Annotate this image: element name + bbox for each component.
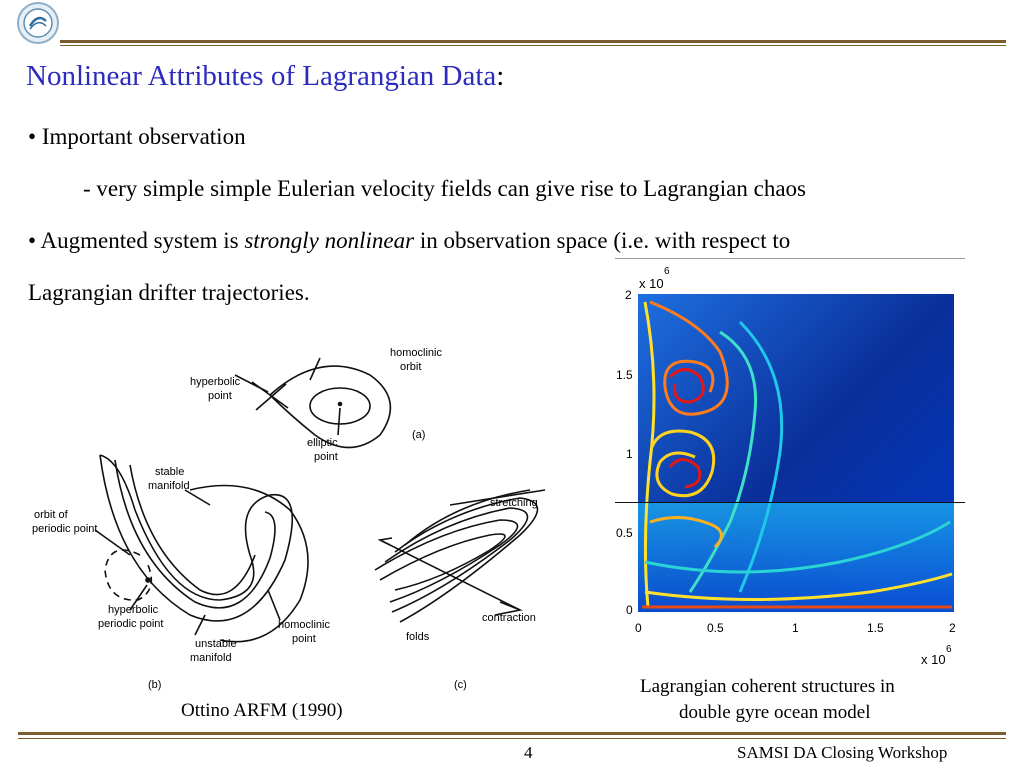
bottom-rule-thin [18,738,1006,739]
label-stable-1: stable [155,466,184,478]
y-tick-4: 0 [626,603,633,617]
y-tick-2: 1 [626,447,633,461]
x-exponent-power: 6 [946,644,952,655]
right-figure-caption-2: double gyre ocean model [679,702,871,723]
y-tick-0: 2 [625,288,632,302]
label-elliptic-2: point [314,451,338,463]
slide-title-colon: : [496,60,505,92]
slide-title: Nonlinear Attributes of Lagrangian Data: [26,60,504,93]
label-homoclinic-2: orbit [400,361,421,373]
homoclinic-orbit [268,365,392,449]
x-tick-0: 0 [635,621,642,635]
y-tick-3: 0.5 [616,526,633,540]
label-hyperbolic-periodic-2: periodic point [98,618,163,630]
label-unstable-2: manifold [190,652,232,664]
bullet-2-continuation-text: Lagrangian drifter trajectories. [28,280,310,305]
x-exponent: x 10 [921,652,946,667]
bullet-1: • Important observation [28,124,246,150]
lcs-figure: 2 1.5 1 0.5 0 0 0.5 1 1.5 2 x 10 6 x 10 … [590,262,974,672]
label-homoclinic-1: homoclinic [390,347,442,359]
samsi-logo [16,1,60,45]
page-number: 4 [524,743,533,762]
y-exponent-power: 6 [664,266,670,277]
label-panel-b: (b) [148,679,161,691]
bullet-2-prefix: Augmented system is [40,228,245,253]
bottom-rule [18,732,1006,735]
label-hyperbolic-periodic-1: hyperbolic [108,604,159,616]
figure-divider-top [615,258,965,259]
bullet-2-suffix: in observation space (i.e. with respect … [414,228,791,253]
label-unstable-1: unstable [195,638,237,650]
label-stable-2: manifold [148,480,190,492]
bullet-marker: • [28,228,37,253]
label-contraction: contraction [482,612,536,624]
y-tick-1: 1.5 [616,368,633,382]
dynamics-schematic: homoclinic orbit hyperbolic point ellipt… [20,340,560,695]
sub-bullet-1: - very simple simple Eulerian velocity f… [83,176,806,202]
bullet-marker: • [28,124,37,149]
periodic-orbit [104,549,153,601]
label-panel-a: (a) [412,429,425,441]
right-figure-caption-1: Lagrangian coherent structures in [640,676,895,697]
label-hyperbolic-1: hyperbolic [190,376,241,388]
left-figure-caption: Ottino ARFM (1990) [181,700,343,721]
bullet-2-continuation: Lagrangian drifter trajectories. [28,280,310,306]
x-tick-1: 0.5 [707,621,724,635]
label-elliptic-1: elliptic [307,437,338,449]
slide-title-text: Nonlinear Attributes of Lagrangian Data [26,60,497,92]
sub-bullet-1-text: - very simple simple Eulerian velocity f… [83,176,806,201]
label-orbit-periodic-1: orbit of [34,509,69,521]
top-rule [60,40,1006,43]
x-tick-4: 2 [949,621,956,635]
label-folds: folds [406,631,430,643]
label-panel-c: (c) [454,679,467,691]
bullet-2: • Augmented system is strongly nonlinear… [28,228,790,254]
label-hyperbolic-2: point [208,390,232,402]
top-rule-thin [60,45,1006,46]
y-exponent: x 10 [639,276,664,291]
bullet-2-emphasis: strongly nonlinear [244,228,415,253]
bullet-1-text: Important observation [41,124,246,149]
elliptic-orbit [309,387,371,425]
x-tick-2: 1 [792,621,799,635]
label-stretching: stretching [490,497,538,509]
label-orbit-periodic-2: periodic point [32,523,97,535]
label-homoclinic-point-2: point [292,633,316,645]
label-homoclinic-point-1: homoclinic [278,619,330,631]
figure-divider-mid [615,502,965,503]
workshop-name: SAMSI DA Closing Workshop [737,743,948,762]
x-tick-3: 1.5 [867,621,884,635]
